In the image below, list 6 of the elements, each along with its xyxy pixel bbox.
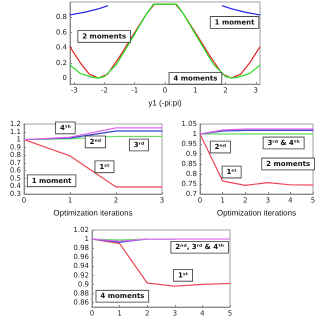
line-series: [199, 133, 314, 186]
x-axis-title: Optimization iterations: [216, 208, 296, 218]
line-series: [69, 4, 261, 79]
line-series: [91, 238, 231, 287]
x-axis-title: Optimization iterations: [53, 208, 133, 218]
x-axis-title: y1 (-pi:pi): [148, 98, 182, 108]
